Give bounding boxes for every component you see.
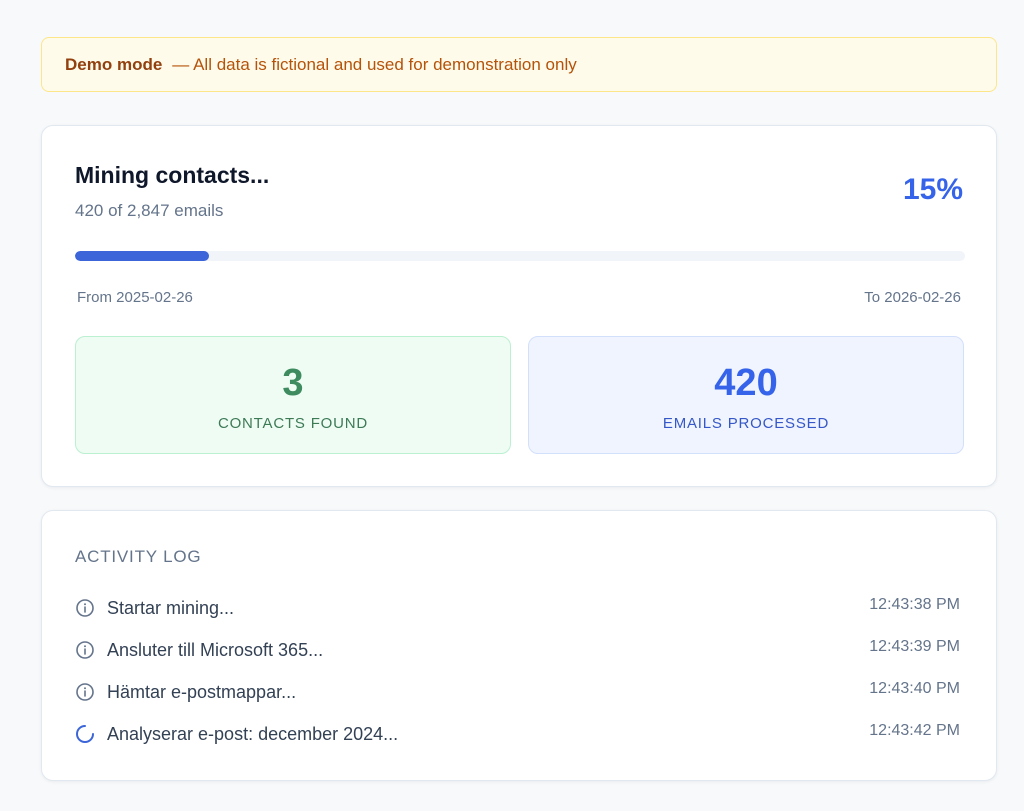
log-message: Analyserar e-post: december 2024...	[107, 723, 399, 744]
log-message: Hämtar e-postmappar...	[107, 681, 297, 702]
progress-bar-track	[75, 251, 965, 261]
contacts-found-label: CONTACTS FOUND	[217, 415, 369, 432]
spinner-icon	[75, 724, 95, 744]
progress-bar-fill	[75, 251, 209, 261]
info-icon	[75, 598, 95, 618]
log-item: Analyserar e-post: december 2024... 12:4…	[75, 713, 960, 755]
emails-processed-stat: 420 EMAILS PROCESSED	[528, 336, 964, 454]
log-item: Ansluter till Microsoft 365... 12:43:39 …	[75, 629, 960, 671]
emails-processed-label: EMAILS PROCESSED	[662, 415, 830, 432]
progress-title: Mining contacts...	[75, 162, 270, 188]
emails-processed-value: 420	[714, 362, 778, 404]
info-icon	[75, 640, 95, 660]
log-timestamp: 12:43:42 PM	[869, 722, 960, 739]
demo-mode-banner: Demo mode — All data is fictional and us…	[41, 37, 997, 92]
contacts-found-stat: 3 CONTACTS FOUND	[75, 336, 511, 454]
info-icon	[75, 682, 95, 702]
log-message: Ansluter till Microsoft 365...	[107, 639, 324, 660]
banner-title: Demo mode	[65, 54, 163, 74]
mining-progress-card: Mining contacts... 420 of 2,847 emails 1…	[41, 125, 997, 487]
log-message: Startar mining...	[107, 597, 235, 618]
activity-log-title: ACTIVITY LOG	[75, 547, 202, 566]
progress-percent: 15%	[902, 173, 963, 206]
log-timestamp: 12:43:38 PM	[869, 596, 960, 613]
log-timestamp: 12:43:40 PM	[869, 680, 960, 697]
activity-log-card: ACTIVITY LOG Startar mining... 12:43:38 …	[41, 510, 997, 781]
date-range-to: To 2026-02-26	[864, 289, 961, 306]
progress-subtitle: 420 of 2,847 emails	[75, 201, 224, 220]
banner-message: — All data is fictional and used for dem…	[172, 54, 577, 74]
contacts-found-value: 3	[282, 362, 304, 404]
log-item: Startar mining... 12:43:38 PM	[75, 587, 960, 629]
activity-log-list: Startar mining... 12:43:38 PM Ansluter t…	[75, 587, 960, 755]
date-range-from: From 2025-02-26	[77, 289, 193, 306]
log-timestamp: 12:43:39 PM	[869, 638, 960, 655]
log-item: Hämtar e-postmappar... 12:43:40 PM	[75, 671, 960, 713]
